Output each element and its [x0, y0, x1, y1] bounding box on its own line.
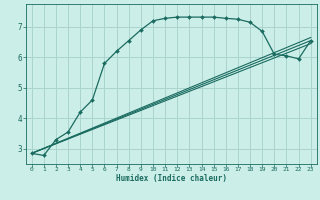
X-axis label: Humidex (Indice chaleur): Humidex (Indice chaleur)	[116, 174, 227, 183]
